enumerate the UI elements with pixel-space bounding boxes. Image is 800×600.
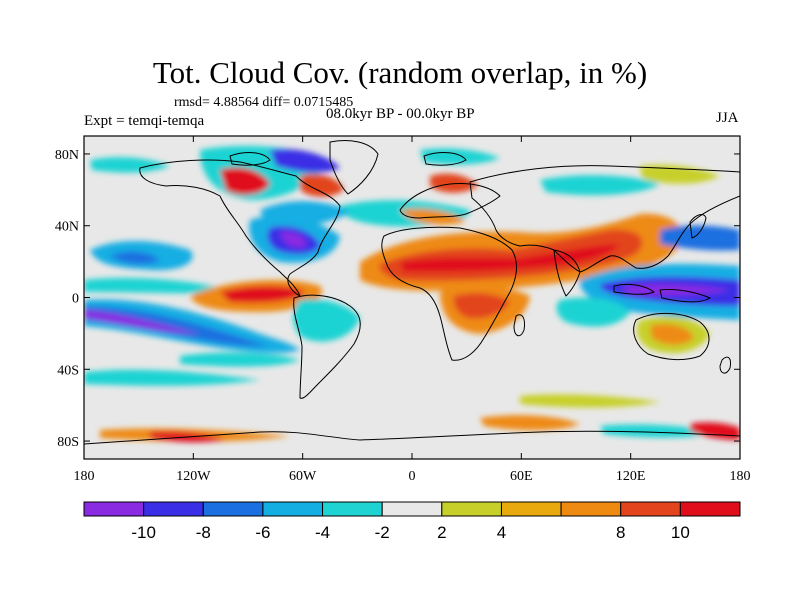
colorbar-swatch bbox=[202, 501, 264, 517]
anomaly-region bbox=[220, 167, 270, 195]
colorbar-label: 8 bbox=[616, 523, 625, 542]
coastline bbox=[689, 214, 707, 239]
anomaly-region bbox=[293, 298, 360, 342]
anomaly-region bbox=[300, 173, 344, 197]
x-tick-label: 120E bbox=[616, 469, 646, 484]
colorbar-label: -4 bbox=[315, 523, 330, 542]
x-tick-label: 60W bbox=[289, 469, 317, 484]
anomaly-region bbox=[180, 352, 300, 367]
time-period-label: 08.0kyr BP - 00.0kyr BP bbox=[326, 106, 475, 122]
coastlines bbox=[84, 140, 740, 445]
anomaly-region bbox=[84, 369, 260, 386]
y-tick-label: 0 bbox=[72, 292, 79, 307]
y-axis: 80N 40N 0 40S 80S bbox=[55, 148, 740, 450]
anomaly-region bbox=[90, 157, 170, 173]
anomaly-region bbox=[640, 164, 720, 184]
x-tick-label: 120W bbox=[176, 469, 211, 484]
coastline bbox=[423, 152, 467, 166]
x-tick-label: 180 bbox=[74, 469, 95, 484]
coastline bbox=[719, 356, 731, 374]
coastline bbox=[633, 312, 710, 361]
colorbar-swatch bbox=[679, 501, 741, 517]
colorbar-swatch bbox=[143, 501, 204, 517]
coastline bbox=[381, 226, 517, 361]
y-tick-label: 40N bbox=[55, 220, 79, 235]
anomaly-region bbox=[400, 244, 620, 272]
coastline bbox=[329, 140, 379, 195]
colorbar-label: 4 bbox=[497, 523, 506, 542]
colorbar-label: 10 bbox=[671, 523, 690, 542]
x-tick-label: 180 bbox=[730, 469, 751, 484]
coastline bbox=[399, 183, 501, 219]
anomaly-region bbox=[110, 251, 160, 265]
anomaly-region bbox=[84, 277, 230, 294]
y-tick-label: 80N bbox=[55, 148, 79, 163]
colorbar-label: 2 bbox=[437, 523, 446, 542]
colorbar-label: -10 bbox=[131, 523, 156, 542]
cloud-anomaly-field bbox=[84, 145, 740, 443]
y-tick-label: 40S bbox=[57, 363, 79, 378]
colorbar-swatch bbox=[83, 501, 145, 517]
coastline bbox=[613, 283, 655, 295]
colorbar-label: -6 bbox=[255, 523, 270, 542]
anomaly-region bbox=[660, 225, 740, 251]
anomaly-region bbox=[556, 297, 630, 327]
anomaly-region bbox=[84, 310, 200, 334]
colorbar-label: -8 bbox=[196, 523, 211, 542]
season-label: JJA bbox=[716, 110, 739, 126]
coastline bbox=[469, 165, 740, 273]
map-title: Tot. Cloud Cov. (random overlap, in %) bbox=[152, 55, 648, 90]
colorbar-swatch bbox=[262, 501, 324, 517]
anomaly-region bbox=[520, 394, 660, 408]
anomaly-region bbox=[650, 323, 694, 345]
colorbar-swatch bbox=[322, 501, 383, 517]
coastline bbox=[293, 294, 361, 399]
coastline bbox=[659, 289, 711, 303]
colorbar-label: -2 bbox=[375, 523, 390, 542]
coastline bbox=[139, 159, 341, 297]
coastline bbox=[553, 249, 581, 297]
anomaly-region bbox=[260, 201, 350, 226]
colorbar: -10 -8 -6 -4 -2 2 4 8 10 bbox=[83, 501, 741, 542]
anomaly-region bbox=[480, 415, 580, 431]
colorbar-swatch bbox=[500, 501, 562, 517]
colorbar-swatch bbox=[620, 501, 681, 517]
y-tick-label: 80S bbox=[57, 435, 79, 450]
experiment-label: Expt = temqi-temqa bbox=[84, 113, 205, 129]
x-tick-label: 0 bbox=[409, 469, 416, 484]
colorbar-swatch bbox=[560, 501, 622, 517]
coastline bbox=[513, 314, 525, 337]
anomaly-region bbox=[453, 293, 510, 319]
anomaly-region bbox=[540, 175, 660, 196]
anomaly-region bbox=[270, 149, 340, 173]
x-axis: 180 120W 60W 0 60E 120E 180 bbox=[74, 136, 751, 484]
anomaly-region bbox=[84, 306, 270, 347]
x-tick-label: 60E bbox=[510, 469, 533, 484]
colorbar-swatch bbox=[441, 501, 502, 517]
anomaly-region bbox=[280, 231, 307, 248]
coastline bbox=[84, 430, 740, 445]
rmsd-diff-stats: rmsd= 4.88564 diff= 0.0715485 bbox=[174, 95, 354, 110]
coastline bbox=[229, 152, 271, 166]
colorbar-swatch bbox=[381, 501, 443, 517]
anomaly-region bbox=[220, 286, 305, 303]
